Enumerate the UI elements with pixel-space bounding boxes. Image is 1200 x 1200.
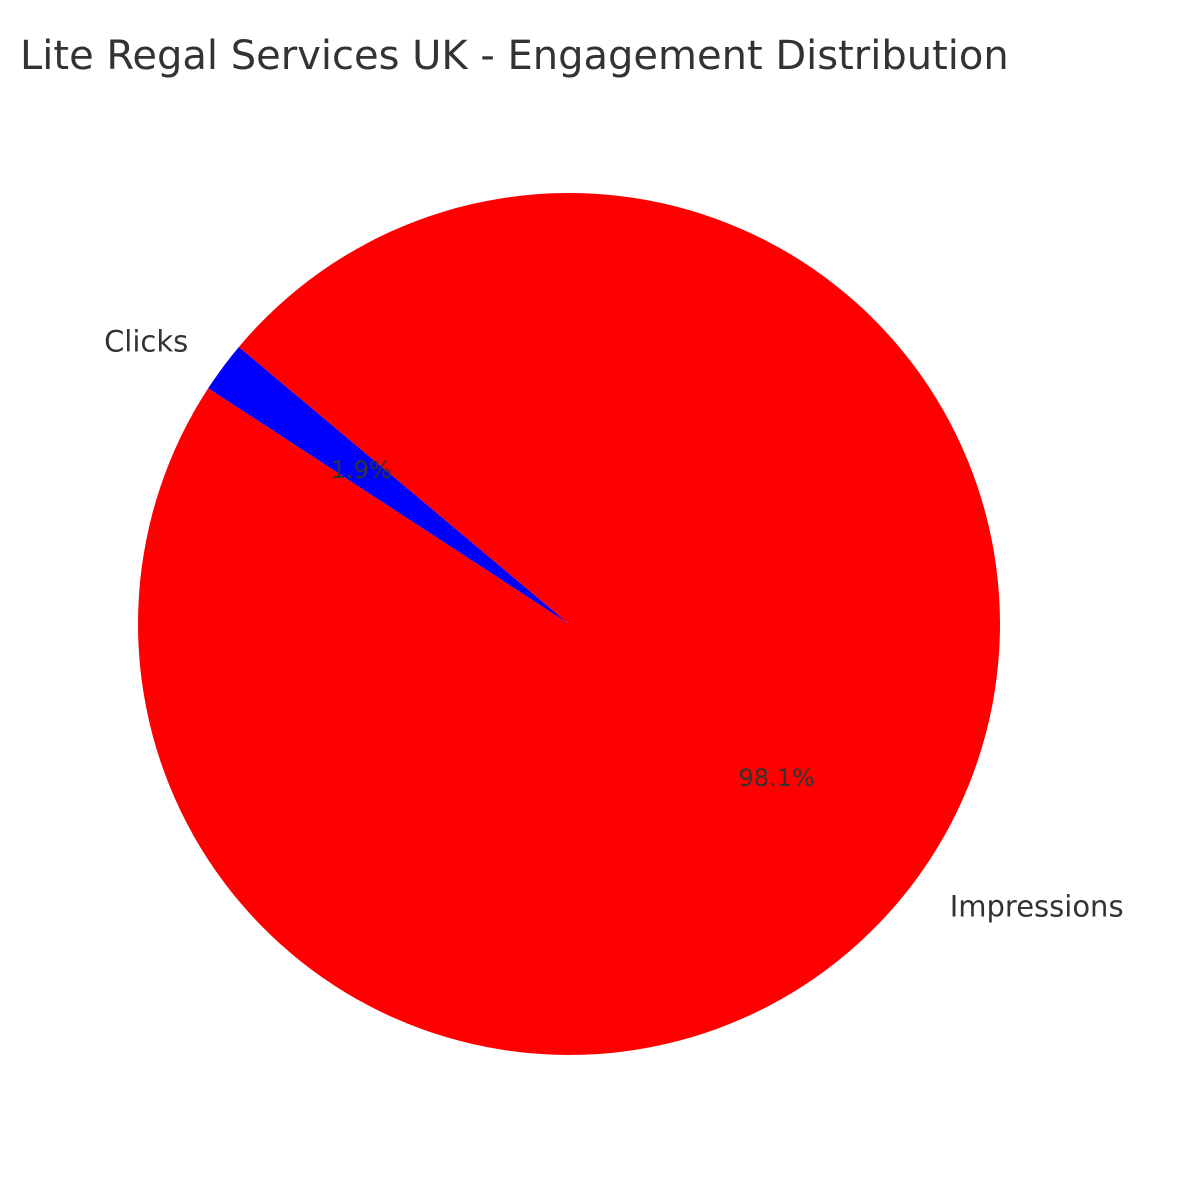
pie-slices (138, 192, 1001, 1056)
pie-slice-impressions (138, 192, 1001, 1056)
pie-labels: Clicks 1.9% Impressions 98.1% (104, 324, 1124, 923)
percent-label-impressions: 98.1% (739, 764, 815, 792)
chart-title: Lite Regal Services UK - Engagement Dist… (20, 33, 1009, 79)
slice-label-impressions: Impressions (950, 890, 1124, 924)
slice-label-clicks: Clicks (104, 324, 188, 358)
percent-label-clicks: 1.9% (331, 456, 392, 484)
pie-slice-clicks (208, 346, 569, 624)
